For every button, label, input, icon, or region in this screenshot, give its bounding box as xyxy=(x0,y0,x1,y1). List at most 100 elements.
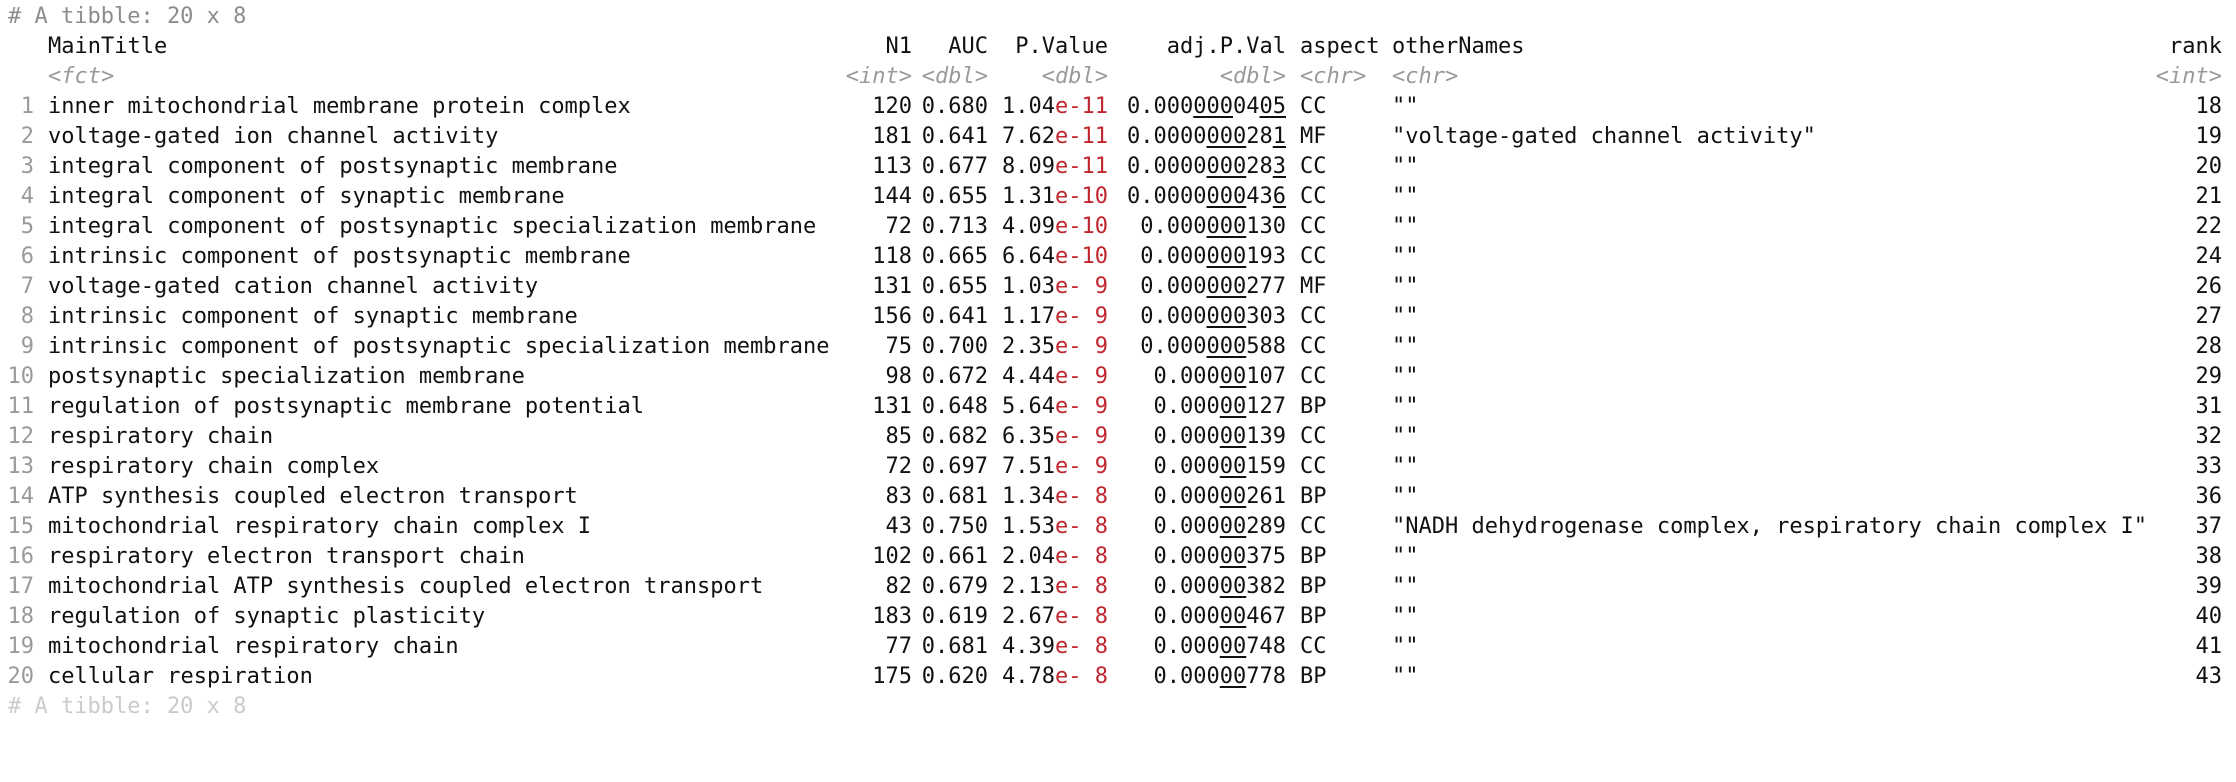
cell-n1: 131 xyxy=(872,274,912,299)
cell-rank: 28 xyxy=(2195,334,2223,359)
table-row: 1 inner mitochondrial membrane protein co… xyxy=(0,92,2236,122)
cell-aspect: CC xyxy=(1300,634,1327,659)
cell-aspect: CC xyxy=(1300,424,1327,449)
adj-underlined-zeros: 000 xyxy=(1193,94,1233,119)
cell-aspect: BP xyxy=(1300,484,1327,509)
adj-prefix: 0.000 xyxy=(1153,634,1220,659)
cell-p-value: 6.64e-10 xyxy=(1002,242,1108,272)
table-row: 19 mitochondrial respiratory chain 77 0.681… xyxy=(0,632,2236,662)
adj-prefix: 0.0000 xyxy=(1127,124,1207,149)
cell-rank: 33 xyxy=(2195,454,2223,479)
cell-adj-p-val: 0.00000127 xyxy=(1154,392,1286,422)
adj-digits: 375 xyxy=(1246,544,1286,569)
cell-n1: 181 xyxy=(872,124,912,149)
adj-underlined-digits: 05 xyxy=(1259,94,1287,119)
adj-digits: 107 xyxy=(1246,364,1286,389)
cell-aspect: MF xyxy=(1300,124,1327,149)
row-number: 3 xyxy=(20,154,34,179)
p-value-mantissa: 7.62 xyxy=(1002,124,1056,149)
cell-auc: 0.677 xyxy=(921,154,988,179)
table-row: 13 respiratory chain complex 72 0.697 7.51e-… xyxy=(0,452,2236,482)
cell-auc: 0.672 xyxy=(921,364,988,389)
column-type-aspect: <chr> xyxy=(1300,64,1367,89)
p-value-mantissa: 2.67 xyxy=(1002,604,1056,629)
row-number: 14 xyxy=(7,484,35,509)
p-value-exponent: e- 9 xyxy=(1055,364,1108,389)
cell-othernames: "" xyxy=(1392,634,1419,659)
adj-prefix: 0.000 xyxy=(1153,514,1220,539)
cell-n1: 131 xyxy=(872,394,912,419)
row-number: 18 xyxy=(7,604,35,629)
cell-adj-p-val: 0.00000467 xyxy=(1154,602,1286,632)
p-value-mantissa: 4.44 xyxy=(1002,364,1056,389)
cell-p-value: 4.78e- 8 xyxy=(1002,662,1108,692)
p-value-exponent: e- 8 xyxy=(1055,574,1108,599)
p-value-mantissa: 1.04 xyxy=(1002,94,1056,119)
cell-adj-p-val: 0.00000382 xyxy=(1154,572,1286,602)
p-value-exponent: e- 9 xyxy=(1055,454,1108,479)
cell-p-value: 2.04e- 8 xyxy=(1002,542,1108,572)
cell-p-value: 4.44e- 9 xyxy=(1002,362,1108,392)
cell-maintitle: integral component of postsynaptic speci… xyxy=(48,214,817,239)
cell-aspect: BP xyxy=(1300,544,1327,569)
cell-aspect: CC xyxy=(1300,514,1327,539)
adj-prefix: 0.000 xyxy=(1127,94,1194,119)
adj-underlined-zeros: 000 xyxy=(1206,334,1247,359)
cell-maintitle: mitochondrial respiratory chain complex … xyxy=(48,514,592,539)
row-number: 5 xyxy=(20,214,34,239)
cell-maintitle: respiratory chain xyxy=(48,424,274,449)
table-row: 8 intrinsic component of synaptic membran… xyxy=(0,302,2236,332)
cell-adj-p-val: 0.000000130 xyxy=(1140,212,1286,242)
cell-maintitle: inner mitochondrial membrane protein com… xyxy=(48,94,631,119)
cell-aspect: CC xyxy=(1300,154,1327,179)
cell-rank: 29 xyxy=(2195,364,2223,389)
column-type-adj-p-val: <dbl> xyxy=(1219,64,1286,89)
row-number: 7 xyxy=(20,274,34,299)
cell-auc: 0.682 xyxy=(921,424,988,449)
adj-digits: 261 xyxy=(1246,484,1286,509)
column-header-adj-p-val: adj.P.Val xyxy=(1166,34,1286,59)
cell-p-value: 1.04e-11 xyxy=(1002,92,1108,122)
cell-n1: 77 xyxy=(885,634,913,659)
tibble-header-comment: # A tibble: 20 x 8 xyxy=(0,2,2236,32)
cell-othernames: "" xyxy=(1392,424,1419,449)
cell-p-value: 1.17e- 9 xyxy=(1002,302,1108,332)
cell-rank: 22 xyxy=(2195,214,2223,239)
cell-n1: 85 xyxy=(885,424,913,449)
cell-adj-p-val: 0.000000588 xyxy=(1140,332,1286,362)
cell-aspect: CC xyxy=(1300,334,1327,359)
cell-adj-p-val: 0.00000159 xyxy=(1154,452,1286,482)
cell-maintitle: voltage-gated cation channel activity xyxy=(48,274,539,299)
cell-auc: 0.679 xyxy=(921,574,988,599)
column-type-auc: <dbl> xyxy=(921,64,988,89)
adj-digits: 130 xyxy=(1246,214,1286,239)
cell-othernames: "" xyxy=(1392,214,1419,239)
p-value-mantissa: 1.53 xyxy=(1002,514,1056,539)
p-value-exponent: e- 9 xyxy=(1055,394,1108,419)
cell-p-value: 1.31e-10 xyxy=(1002,182,1108,212)
adj-underlined-zeros: 00 xyxy=(1219,634,1247,659)
adj-digits: 139 xyxy=(1246,424,1286,449)
row-number: 19 xyxy=(7,634,35,659)
adj-prefix: 0.000 xyxy=(1140,244,1207,269)
p-value-exponent: e-11 xyxy=(1055,94,1108,119)
cell-auc: 0.641 xyxy=(921,124,988,149)
adj-underlined-zeros: 000 xyxy=(1206,154,1247,179)
adj-underlined-zeros: 00 xyxy=(1219,514,1247,539)
column-header-p-value: P.Value xyxy=(1015,34,1108,59)
cell-n1: 72 xyxy=(885,214,913,239)
cell-auc: 0.681 xyxy=(921,484,988,509)
adj-underlined-zeros: 00 xyxy=(1219,364,1247,389)
cell-othernames: "" xyxy=(1392,574,1419,599)
row-number: 1 xyxy=(20,94,34,119)
cell-maintitle: cellular respiration xyxy=(48,664,313,689)
cell-othernames: "" xyxy=(1392,604,1419,629)
cell-aspect: CC xyxy=(1300,364,1327,389)
adj-underlined-zeros: 00 xyxy=(1219,544,1247,569)
row-number: 15 xyxy=(7,514,35,539)
adj-digits: 159 xyxy=(1246,454,1286,479)
p-value-mantissa: 1.03 xyxy=(1002,274,1056,299)
cell-othernames: "" xyxy=(1392,244,1419,269)
cell-othernames: "" xyxy=(1392,334,1419,359)
p-value-exponent: e- 9 xyxy=(1055,424,1108,449)
